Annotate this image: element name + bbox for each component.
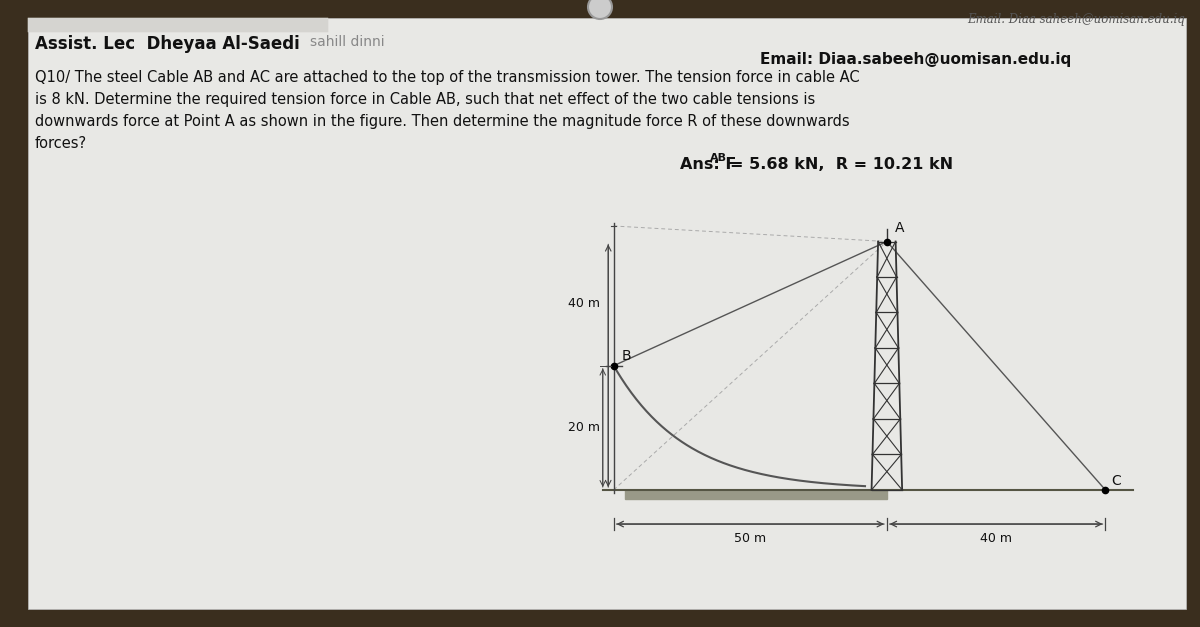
Text: Email: Diaa.sabeeh@uomisan.edu.iq: Email: Diaa.sabeeh@uomisan.edu.iq <box>760 52 1072 67</box>
Text: 20 m: 20 m <box>568 421 600 435</box>
Text: 40 m: 40 m <box>568 297 600 310</box>
Text: 40 m: 40 m <box>980 532 1012 544</box>
Text: forces?: forces? <box>35 136 88 151</box>
Text: is 8 kN. Determine the required tension force in Cable AB, such that net effect : is 8 kN. Determine the required tension … <box>35 92 815 107</box>
FancyBboxPatch shape <box>28 18 1186 609</box>
Text: Email. Diaa saheeh@uomisan.edu.iq: Email. Diaa saheeh@uomisan.edu.iq <box>967 13 1186 26</box>
Text: A: A <box>895 221 905 235</box>
Text: sahill dinni: sahill dinni <box>310 35 385 49</box>
Bar <box>0 0 460 627</box>
Text: Assist. Lec  Dheyaa Al-Saedi: Assist. Lec Dheyaa Al-Saedi <box>35 35 300 53</box>
Text: Q10/ The steel Cable AB and AC are attached to the top of the transmission tower: Q10/ The steel Cable AB and AC are attac… <box>35 70 859 85</box>
Polygon shape <box>625 490 887 499</box>
Text: C: C <box>1111 474 1121 488</box>
Text: AB: AB <box>710 153 727 163</box>
Text: B: B <box>622 349 631 362</box>
Text: downwards force at Point A as shown in the figure. Then determine the magnitude : downwards force at Point A as shown in t… <box>35 114 850 129</box>
Text: Ans: F: Ans: F <box>680 157 737 172</box>
FancyBboxPatch shape <box>28 18 329 33</box>
Text: = 5.68 kN,  R = 10.21 kN: = 5.68 kN, R = 10.21 kN <box>730 157 953 172</box>
Circle shape <box>588 0 612 19</box>
Text: 50 m: 50 m <box>734 532 767 544</box>
